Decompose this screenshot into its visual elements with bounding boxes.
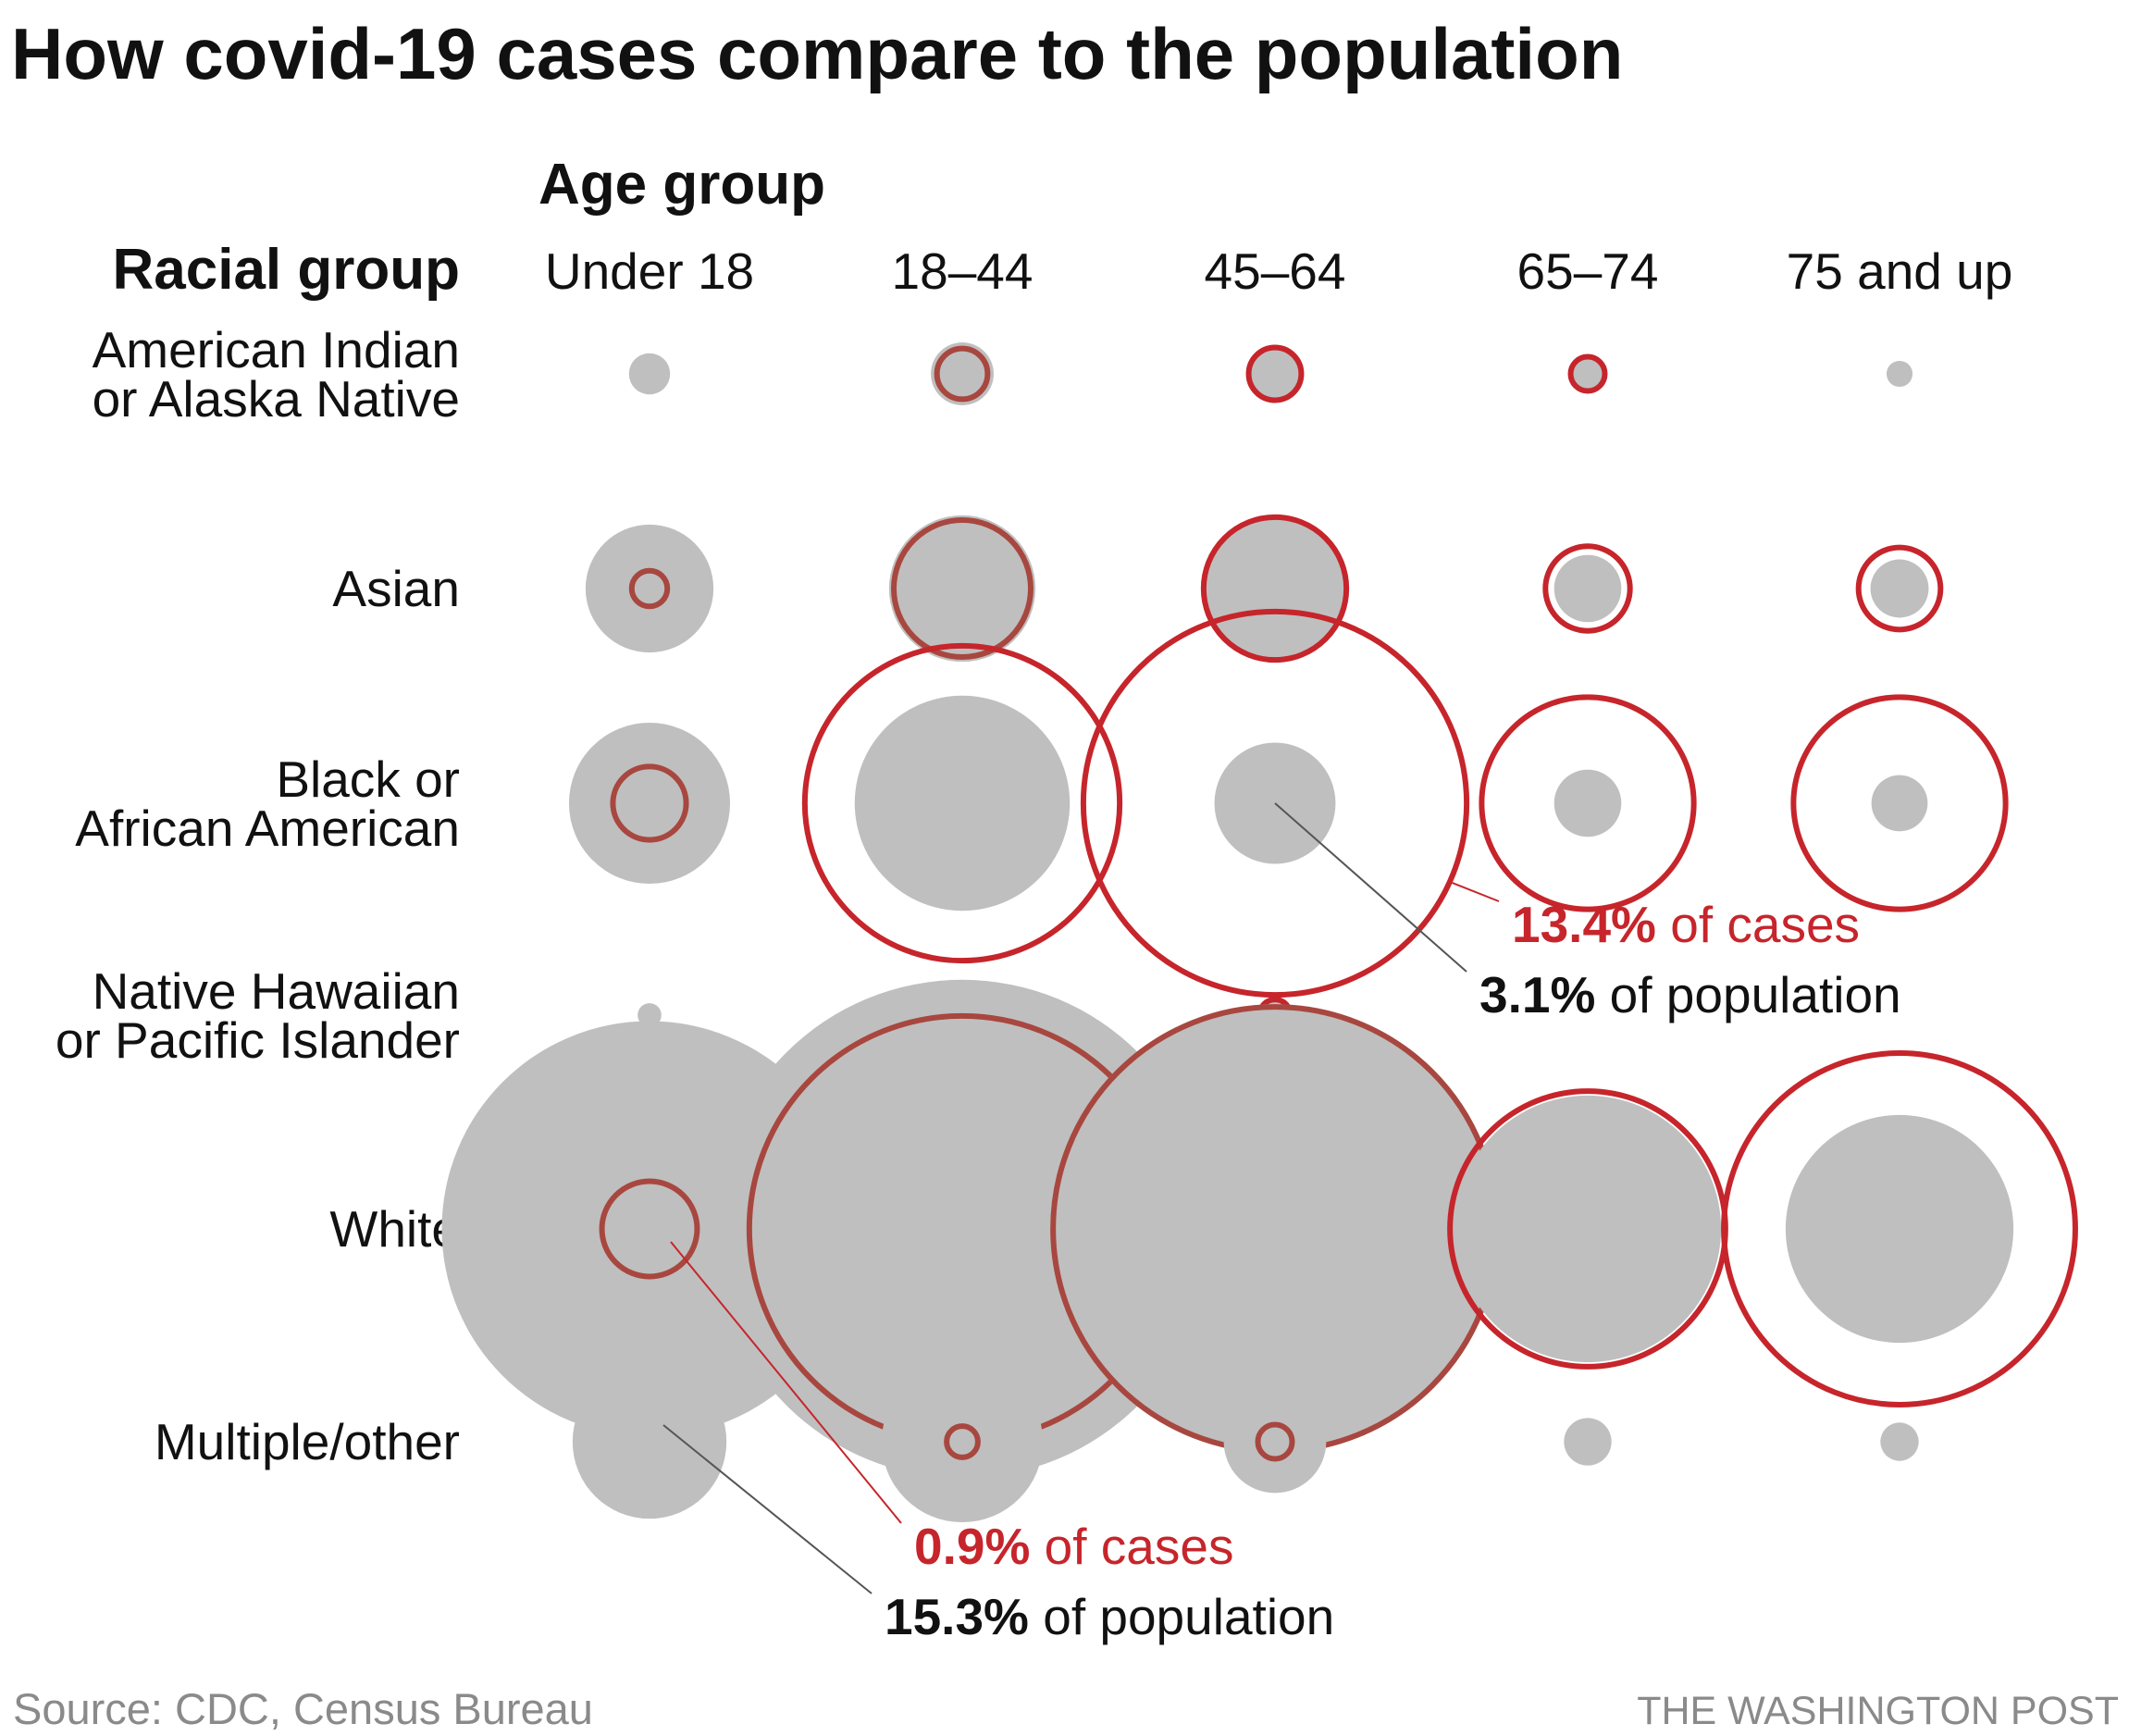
population-bubble-white-45-64 [1050,1004,1500,1454]
population-bubble-multiple-other-65-74 [1564,1418,1612,1466]
cases-bubble-asian-75-and-up [1855,544,1944,633]
population-bubble-asian-18-44 [888,515,1036,663]
row-label-american-indian-or-alaska-native: American Indian or Alaska Native [93,321,460,428]
source-note: Source: CDC, Census Bureau [13,1684,593,1733]
annotation-white-under-18-cases-label: 0.9% of cases [914,1518,1233,1575]
row-label-black-or-african-american: Black or African American [75,750,460,857]
column-label-under-18: Under 18 [545,242,754,300]
cases-bubble-asian-under-18 [628,567,671,610]
cases-bubble-black-or-african-american-18-44 [801,642,1123,964]
cases-bubble-white-under-18 [599,1178,700,1280]
column-label-75-and-up: 75 and up [1787,242,2013,300]
cases-bubble-american-indian-or-alaska-native-45-64 [1245,344,1305,403]
column-label-45-64: 45–64 [1205,242,1346,300]
population-bubble-black-or-african-american-65-74 [1553,769,1622,837]
population-bubble-multiple-other-18-44 [881,1360,1044,1523]
cases-bubble-american-indian-or-alaska-native-65-74 [1567,353,1608,394]
population-bubble-multiple-other-under-18 [572,1364,727,1519]
row-label-native-hawaiian-or-pacific-islander: Native Hawaiian or Pacific Islander [56,962,460,1069]
cases-bubble-asian-45-64 [1200,514,1350,663]
cases-bubble-multiple-other-18-44 [944,1423,981,1460]
population-bubble-asian-under-18 [585,524,714,653]
annotation-white-under-18-cases-leader [670,1241,902,1524]
annotation-black-or-african-american-45-64-cases-leader [1452,882,1500,902]
cases-bubble-white-75-and-up [1721,1050,2078,1407]
population-bubble-black-or-african-american-18-44 [854,695,1071,911]
population-bubble-white-65-74 [1454,1095,1722,1363]
publisher-credit: THE WASHINGTON POST [1637,1689,2119,1733]
chart-title: How covid-19 cases compare to the popula… [11,13,1623,94]
bubble-grid: Under 18 18–44 45–64 65–74 75 and up American… [56,242,2078,1523]
annotations: 13.4% of cases 3.1% of population 0.9% of … [662,802,1901,1645]
cases-bubble-black-or-african-american-75-and-up [1790,694,2009,912]
annotation-black-or-african-american-45-64-population-label: 3.1% of population [1479,966,1901,1023]
annotation-black-or-african-american-45-64-population-leader [1274,802,1467,973]
row-header: Racial group [112,238,460,302]
population-bubble-white-18-44 [712,979,1212,1479]
cases-bubble-asian-18-44 [890,516,1034,661]
column-label-18-44: 18–44 [892,242,1034,300]
cases-bubble-black-or-african-american-45-64 [1080,608,1470,998]
cases-bubble-multiple-other-45-64 [1255,1421,1295,1462]
population-bubble-american-indian-or-alaska-native-75-and-up [1886,360,1913,388]
population-bubble-white-75-and-up [1785,1114,2014,1344]
population-bubble-american-indian-or-alaska-native-under-18 [628,353,671,395]
column-label-65-74: 65–74 [1517,242,1659,300]
cases-bubble-black-or-african-american-65-74 [1479,694,1697,912]
row-label-asian: Asian [332,560,460,617]
row-label-multiple-other: Multiple/other [155,1413,460,1470]
population-bubble-black-or-african-american-75-and-up [1871,775,1928,832]
population-bubble-black-or-african-american-under-18 [568,722,731,885]
population-bubble-multiple-other-75-and-up [1880,1422,1919,1461]
annotation-black-or-african-american-45-64-cases-label: 13.4% of cases [1512,896,1860,953]
annotation-white-under-18-population-leader [662,1424,873,1594]
population-bubble-asian-65-74 [1553,554,1622,623]
annotation-white-under-18-population-label: 15.3% of population [885,1588,1334,1645]
cases-bubble-american-indian-or-alaska-native-18-44 [934,345,991,403]
population-bubble-multiple-other-45-64 [1223,1390,1327,1494]
population-bubble-asian-45-64 [1206,519,1344,658]
population-bubble-american-indian-or-alaska-native-65-74 [1572,358,1603,390]
column-header: Age group [538,153,825,217]
population-bubble-native-hawaiian-or-pacific-islander-under-18 [637,1003,662,1027]
population-bubble-american-indian-or-alaska-native-18-44 [931,342,994,405]
population-bubble-american-indian-or-alaska-native-45-64 [1248,347,1302,401]
cases-bubble-black-or-african-american-under-18 [610,763,689,843]
row-label-white: White [329,1200,460,1258]
cases-bubble-asian-65-74 [1542,543,1633,634]
population-bubble-asian-75-and-up [1870,559,1929,618]
